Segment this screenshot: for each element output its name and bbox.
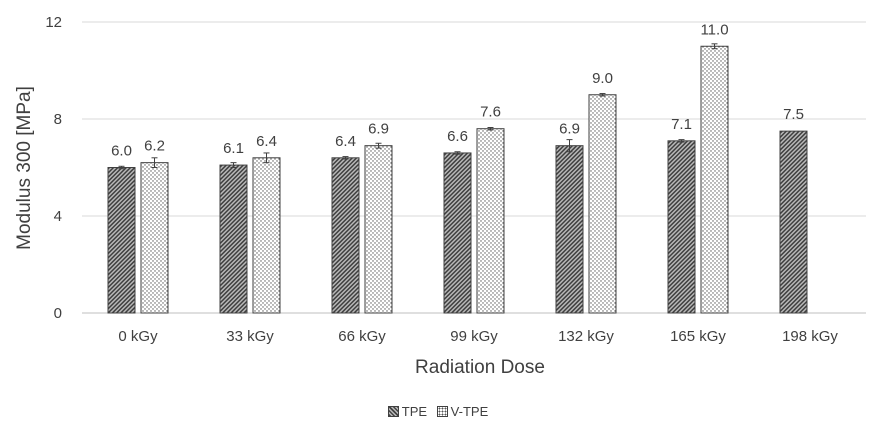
x-tick-label: 33 kGy (226, 328, 274, 345)
bar-tpe (331, 157, 360, 314)
gridlines (82, 21, 866, 314)
data-label: 6.4 (256, 133, 277, 150)
x-tick-label: 0 kGy (118, 328, 158, 345)
bar-v-tpe (588, 94, 617, 314)
legend-label-vtpe: V-TPE (450, 404, 489, 419)
x-tick-label: 198 kGy (782, 328, 838, 345)
bar-v-tpe (700, 45, 729, 314)
x-tick-label: 99 kGy (450, 328, 498, 345)
bar-tpe (667, 140, 696, 314)
x-tick-label: 132 kGy (558, 328, 614, 345)
bar-chart: 0 4 8 12 6.0 6.2 6.1 6.4 6.4 6.9 6.6 7.6 6.9 9.0 7.1 1… (14, 14, 866, 378)
legend-label-tpe: TPE (401, 404, 428, 419)
data-label: 7.1 (671, 116, 692, 133)
legend-item-vtpe: V-TPE (436, 404, 489, 419)
x-tick-label: 165 kGy (670, 328, 726, 345)
bar-v-tpe (140, 162, 169, 314)
data-label: 7.5 (783, 106, 804, 123)
bar-v-tpe (252, 157, 281, 314)
data-label: 6.6 (447, 128, 468, 145)
x-tick-label: 66 kGy (338, 328, 386, 345)
data-label: 6.0 (111, 143, 132, 160)
bar-v-tpe (476, 128, 505, 314)
data-label: 6.9 (559, 121, 580, 138)
y-tick-label: 8 (54, 111, 62, 128)
y-axis-title: Modulus 300 [MPa] (14, 86, 35, 250)
legend-swatch-vtpe (436, 406, 448, 417)
y-tick-label: 12 (45, 14, 62, 31)
data-label: 6.1 (223, 140, 244, 157)
bar-v-tpe (364, 145, 393, 314)
x-axis-ticks: 0 kGy 33 kGy 66 kGy 99 kGy 132 kGy 165 kGy 198… (118, 328, 838, 345)
data-label: 7.6 (480, 104, 501, 121)
y-tick-label: 0 (54, 305, 62, 322)
data-label: 11.0 (700, 21, 728, 38)
x-axis-title: Radiation Dose (415, 357, 545, 378)
y-tick-label: 4 (54, 208, 62, 225)
bar-tpe (779, 130, 808, 314)
legend-swatch-tpe (387, 406, 399, 417)
bar-tpe (219, 164, 248, 314)
data-label: 6.2 (144, 138, 165, 155)
bar-tpe (443, 152, 472, 314)
y-axis-ticks: 0 4 8 12 (45, 14, 62, 322)
legend: TPE V-TPE (0, 404, 876, 420)
bars: 6.0 6.2 6.1 6.4 6.4 6.9 6.6 7.6 6.9 9.0 7.1 11.0 7.5 (107, 21, 808, 314)
legend-item-tpe: TPE (387, 404, 428, 419)
data-label: 6.9 (368, 121, 389, 138)
bar-tpe (555, 145, 584, 314)
bar-tpe (107, 167, 136, 314)
data-label: 9.0 (592, 70, 613, 87)
data-label: 6.4 (335, 133, 356, 150)
